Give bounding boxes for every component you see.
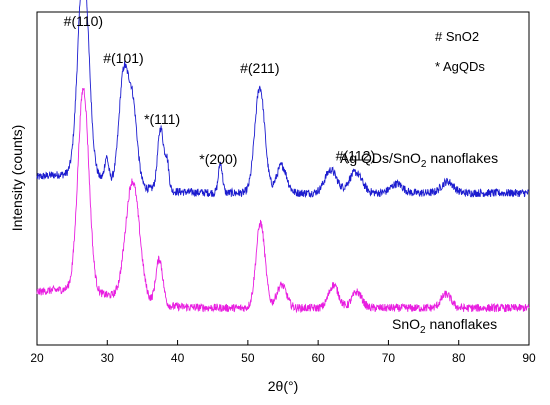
x-tick-label: 40 bbox=[171, 351, 185, 365]
x-tick-label: 60 bbox=[311, 351, 325, 365]
legend-entry-sno2: # SnO2 bbox=[435, 29, 479, 44]
peak-annotation: #(112) bbox=[336, 147, 375, 163]
peak-annotation: #(110) bbox=[64, 13, 103, 29]
y-axis-title: Intensity (counts) bbox=[9, 125, 25, 232]
peak-annotation: #(101) bbox=[103, 50, 143, 66]
legend-entry-agqds: * AgQDs bbox=[435, 59, 485, 74]
peak-annotation: #(211) bbox=[240, 60, 279, 76]
series-label-ag-sno2: Ag QDs/SnO2 nanoflakes bbox=[340, 150, 498, 170]
series-label-sno2: SnO2 nanoflakes bbox=[392, 316, 497, 336]
series-line-1 bbox=[36, 87, 530, 314]
x-tick-label: 80 bbox=[452, 351, 466, 365]
x-tick-label: 90 bbox=[522, 351, 536, 365]
series-line-0 bbox=[36, 0, 529, 198]
peak-annotations: #(110) #(101) *(111) *(200) #(211) #(112) bbox=[64, 13, 375, 167]
x-tick-label: 30 bbox=[101, 351, 115, 365]
x-tick-label: 20 bbox=[30, 351, 44, 365]
peak-annotation: *(111) bbox=[144, 111, 180, 127]
x-tick-label: 50 bbox=[241, 351, 255, 365]
x-ticks: 20 30 40 50 60 70 80 90 bbox=[30, 340, 536, 365]
series-layer bbox=[36, 0, 530, 314]
peak-annotation: *(200) bbox=[199, 151, 237, 167]
x-tick-label: 70 bbox=[382, 351, 396, 365]
x-axis-title: 2θ(°) bbox=[268, 378, 299, 394]
